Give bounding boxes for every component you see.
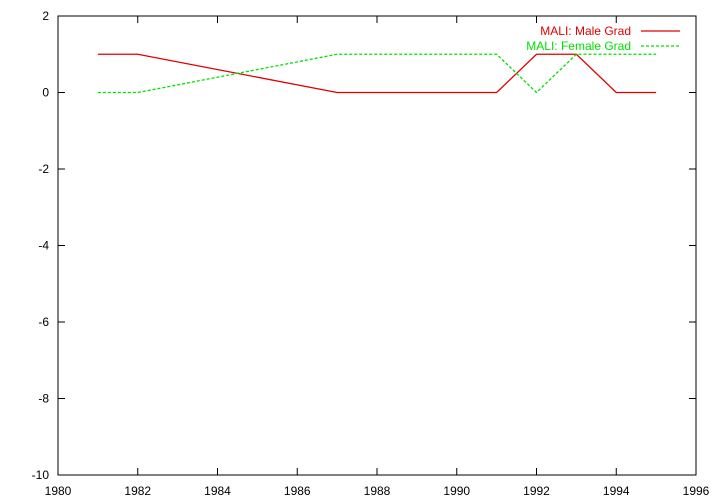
x-tick-label: 1992 bbox=[523, 484, 550, 498]
x-tick-label: 1990 bbox=[443, 484, 470, 498]
x-tick-label: 1986 bbox=[284, 484, 311, 498]
x-tick-label: 1982 bbox=[124, 484, 151, 498]
y-tick-label: 0 bbox=[42, 86, 49, 100]
series-layer bbox=[97, 53, 657, 94]
legend-label: MALI: Female Grad bbox=[526, 39, 631, 53]
x-tick-label: 1980 bbox=[45, 484, 72, 498]
x-tick-label: 1996 bbox=[683, 484, 710, 498]
ticks-layer: 1980 1982 1984 1986 1988 1990 1992 1994 1996 2 0 -2… bbox=[32, 9, 710, 498]
series-line-female-grad bbox=[97, 53, 657, 94]
y-tick-label: 2 bbox=[42, 9, 49, 23]
x-tick-label: 1994 bbox=[603, 484, 630, 498]
y-tick-label: -2 bbox=[38, 162, 49, 176]
legend-label: MALI: Male Grad bbox=[540, 24, 631, 38]
plot-frame bbox=[57, 15, 697, 476]
x-tick-label: 1988 bbox=[364, 484, 391, 498]
y-tick-label: -8 bbox=[38, 392, 49, 406]
y-tick-label: -6 bbox=[38, 315, 49, 329]
y-tick-label: -10 bbox=[32, 468, 50, 482]
y-tick-label: -4 bbox=[38, 239, 49, 253]
series-line-male-grad bbox=[97, 53, 657, 94]
x-tick-label: 1984 bbox=[204, 484, 231, 498]
